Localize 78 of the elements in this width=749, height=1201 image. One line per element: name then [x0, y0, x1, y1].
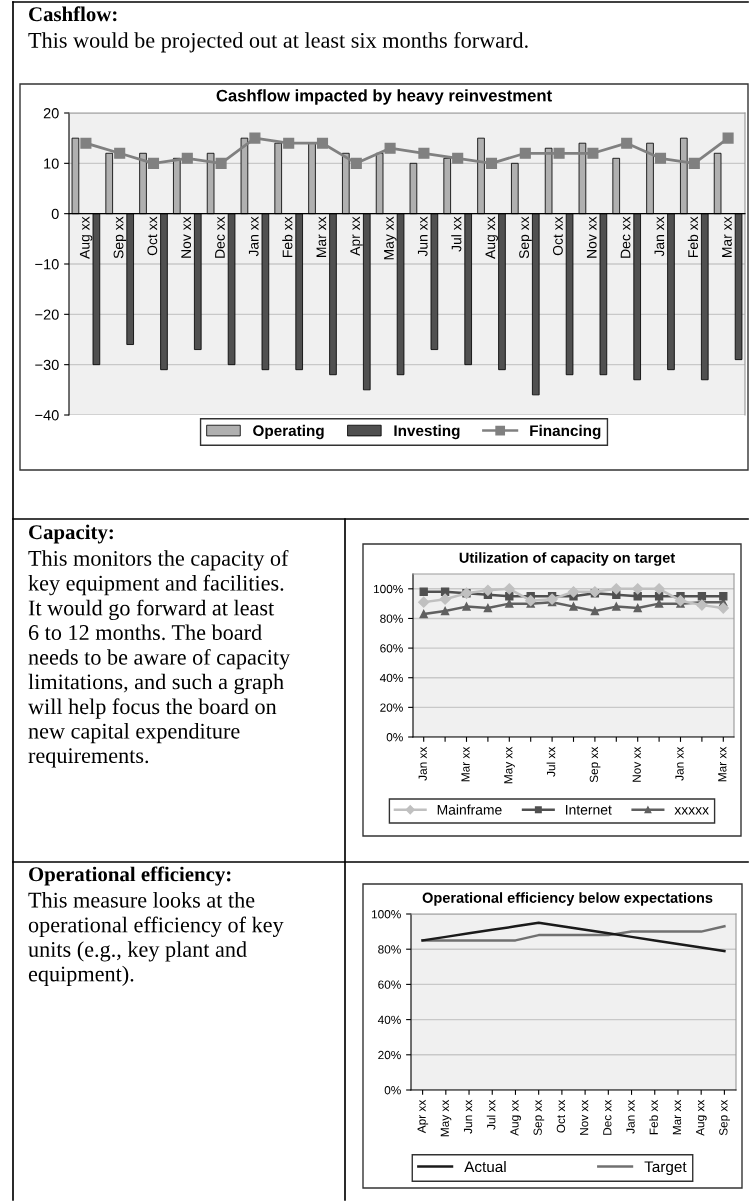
x-tick-label: Jan xx [418, 746, 427, 781]
y-tick-label: −30 [35, 359, 59, 371]
x-tick-label: Mar xx [316, 216, 327, 257]
y-tick-label: 80% [380, 614, 403, 623]
y-tick-label: −20 [35, 309, 59, 320]
x-tick-label: Oct xx [147, 216, 158, 256]
legend-label: Actual [464, 1160, 506, 1173]
x-tick-label: Oct xx [556, 1099, 566, 1133]
text: This would be projected out at least six months forward. [28, 32, 528, 53]
x-tick-label: Jan xx [248, 216, 259, 257]
legend-label: xxxxx [674, 807, 709, 815]
x-tick-label: Sep xx [533, 1099, 545, 1136]
legend-label: Mainframe [437, 804, 502, 815]
legend-label: Operating [253, 424, 324, 440]
y-tick-label: 60% [378, 980, 401, 989]
legend-label: Financing [530, 424, 601, 440]
x-tick-label: Sep xx [519, 216, 532, 259]
x-tick-label: Dec xx [215, 216, 225, 258]
y-tick-label: −40 [35, 410, 59, 421]
x-tick-label: Nov xx [586, 216, 597, 258]
chart-title: Utilization of capacity on target [459, 552, 675, 566]
x-tick-label: May xx [440, 1099, 452, 1137]
y-tick-label: 60% [380, 644, 403, 653]
x-tick-label: Feb xx [282, 216, 293, 257]
x-tick-label: Apr xx [350, 216, 363, 256]
x-tick-label: Jan xx [675, 746, 684, 781]
y-tick-label: 20% [380, 703, 403, 712]
x-tick-label: Sep xx [589, 746, 601, 783]
x-tick-label: Feb xx [687, 216, 699, 257]
x-tick-label: Jan xx [654, 216, 665, 257]
chart-title: Cashflow impacted by heavy reinvestment [216, 89, 552, 105]
y-tick-label: 20% [378, 1050, 401, 1060]
y-tick-label: −10 [35, 259, 59, 270]
x-tick-label: May xx [504, 746, 515, 784]
x-tick-label: Dec xx [620, 216, 631, 258]
x-tick-label: Jan xx [626, 1099, 635, 1134]
text: Cashflow: [29, 6, 117, 22]
x-tick-label: Jul xx [486, 1099, 496, 1130]
x-tick-label: Aug xx [79, 216, 93, 259]
x-tick-label: Aug xx [485, 216, 498, 259]
y-tick-label: 100% [371, 910, 401, 919]
y-tick-label: 0% [386, 733, 403, 742]
legend-label: Internet [566, 805, 612, 815]
x-tick-label: Sep xx [719, 1099, 730, 1136]
x-tick-label: Jun xx [417, 216, 428, 257]
text: Capacity: [29, 524, 113, 544]
x-tick-label: Feb xx [649, 1099, 658, 1135]
y-tick-label: 100% [373, 584, 403, 594]
chart-title: Operational efficiency below expectations [422, 892, 713, 906]
y-tick-label: 0% [384, 1086, 401, 1095]
y-tick-label: 80% [378, 945, 401, 954]
x-tick-label: May xx [384, 216, 397, 260]
y-tick-label: 40% [379, 673, 403, 683]
text: Operational efficiency: [29, 866, 231, 886]
x-tick-label: Mar xx [718, 746, 727, 782]
x-tick-label: Mar xx [722, 216, 732, 257]
x-tick-label: Sep xx [113, 216, 127, 259]
text: This measure looks at the operational efficiency of key units (e.g., key plant and equipment). [28, 892, 284, 986]
x-tick-label: Jul xx [546, 746, 556, 777]
x-tick-label: Aug xx [696, 1099, 707, 1136]
x-tick-label: Nov xx [580, 1099, 589, 1135]
x-tick-label: Jul xx [451, 216, 462, 252]
y-tick-label: 0 [51, 208, 59, 220]
x-tick-label: Mar xx [672, 1099, 682, 1135]
x-tick-label: Mar xx [461, 746, 470, 782]
y-tick-label: 40% [377, 1015, 401, 1024]
x-tick-label: Jun xx [463, 1099, 473, 1134]
x-tick-label: Apr xx [417, 1099, 429, 1134]
y-tick-label: 20 [43, 108, 59, 119]
x-tick-label: Nov xx [181, 216, 192, 258]
x-tick-label: Aug xx [510, 1099, 521, 1136]
legend-label: Target [644, 1161, 687, 1176]
x-tick-label: Oct xx [552, 216, 563, 256]
y-tick-label: 10 [44, 158, 59, 169]
text: This monitors the capacity of key equipment and facilities. It would go forward at least 6 to 12 months. The board needs to be aware of capacity limitations, and such a graph will help focus the board on new capital expenditure requirements. [28, 550, 291, 768]
x-tick-label: Nov xx [632, 746, 641, 782]
legend-label: Investing [394, 424, 460, 440]
x-tick-label: Dec xx [603, 1099, 612, 1135]
